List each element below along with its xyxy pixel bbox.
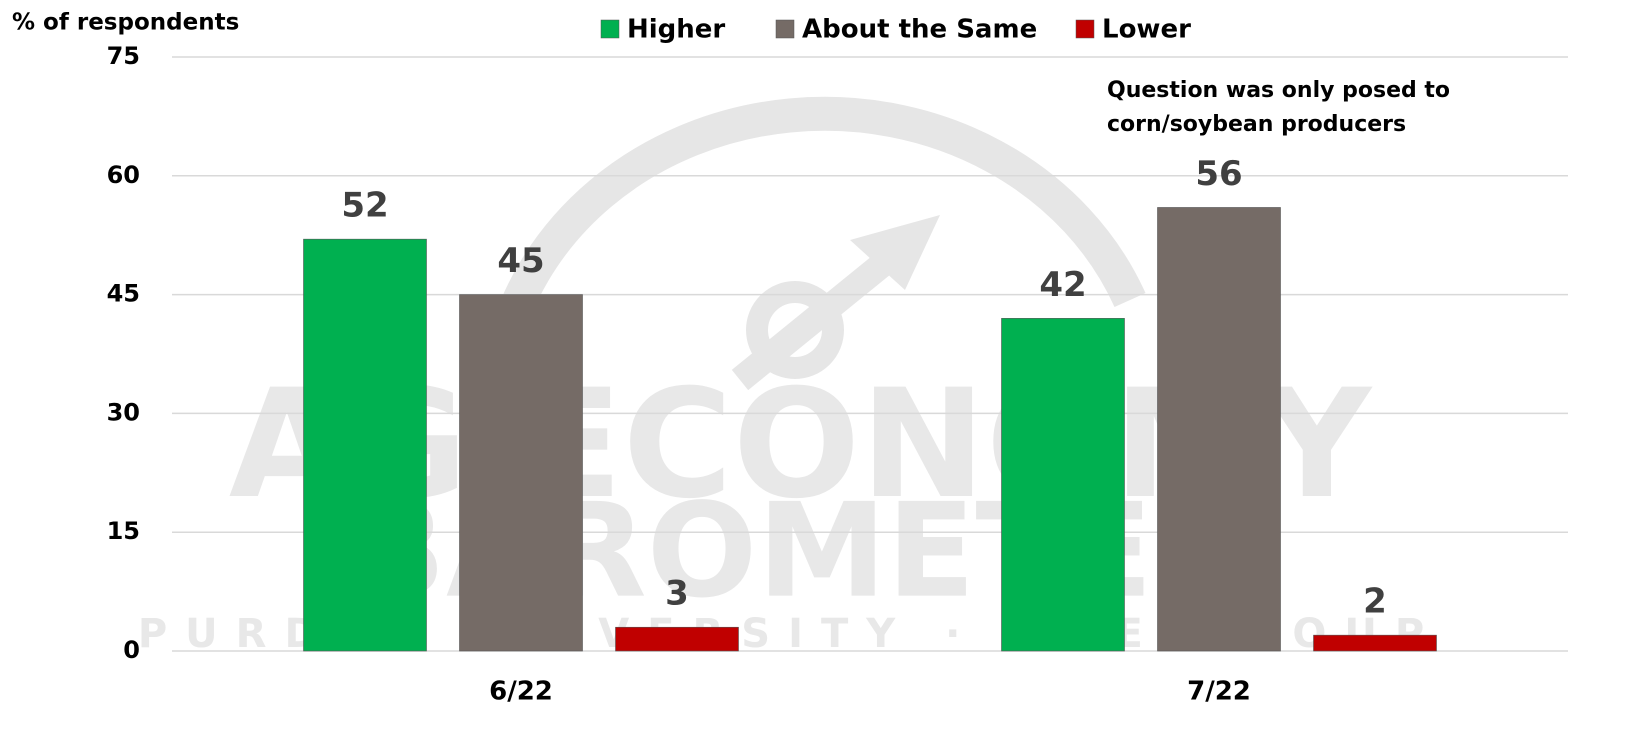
legend-label: Lower — [1102, 15, 1191, 45]
watermark-gauge — [483, 96, 1146, 391]
y-axis-label: % of respondents — [12, 10, 239, 36]
y-tick-label: 30 — [107, 398, 140, 426]
legend-label: About the Same — [802, 15, 1037, 45]
bar — [303, 238, 427, 652]
y-tick-label: 0 — [123, 636, 140, 664]
bar — [1001, 318, 1125, 652]
data-label: 3 — [665, 574, 689, 614]
legend-label: Higher — [627, 15, 725, 45]
bar — [1313, 634, 1437, 652]
y-tick-label: 75 — [107, 42, 140, 70]
y-tick-label: 45 — [107, 280, 140, 308]
data-label: 2 — [1363, 582, 1387, 622]
data-label: 45 — [497, 241, 544, 281]
bar — [1157, 207, 1281, 652]
x-tick-label: 6/22 — [489, 677, 553, 707]
bar — [615, 626, 739, 652]
legend-swatch — [600, 19, 620, 39]
y-tick-label: 60 — [107, 161, 140, 189]
y-tick-label: 15 — [107, 517, 140, 545]
annotation: corn/soybean producers — [1107, 112, 1406, 137]
data-label: 42 — [1039, 265, 1086, 305]
x-tick-label: 7/22 — [1187, 677, 1251, 707]
annotation: Question was only posed to — [1107, 78, 1450, 103]
data-label: 56 — [1195, 154, 1242, 194]
legend-swatch — [775, 19, 795, 39]
data-label: 52 — [341, 186, 388, 226]
bar — [459, 294, 583, 652]
legend-swatch — [1075, 19, 1095, 39]
